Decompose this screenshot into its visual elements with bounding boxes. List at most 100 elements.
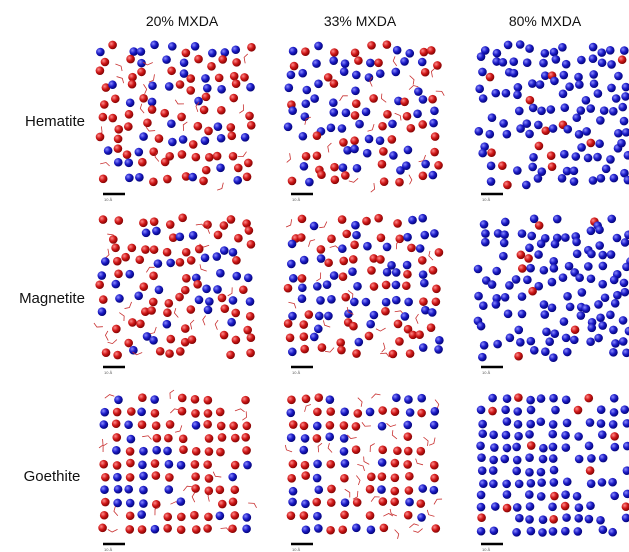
atom <box>287 259 296 269</box>
atom <box>549 393 558 403</box>
atom <box>220 304 230 313</box>
atom <box>428 170 438 180</box>
atom <box>499 119 508 128</box>
atom <box>433 61 442 70</box>
atom <box>390 458 400 468</box>
atom <box>387 261 396 270</box>
scale-label: 10 Å <box>104 197 113 202</box>
atom <box>177 393 187 403</box>
atom <box>113 350 122 360</box>
atom <box>601 164 611 174</box>
atom <box>620 168 629 178</box>
atom <box>378 497 388 506</box>
atom <box>474 126 484 136</box>
atom <box>329 56 338 65</box>
atom <box>204 486 214 496</box>
atom <box>314 324 323 334</box>
atom <box>364 331 374 341</box>
atom <box>177 512 186 522</box>
atom <box>563 124 573 134</box>
atom <box>546 151 556 160</box>
atom <box>129 47 139 56</box>
atom <box>539 443 548 453</box>
atom <box>403 460 412 469</box>
atom <box>231 79 241 89</box>
atom <box>434 161 443 170</box>
atom <box>558 42 567 52</box>
molecule <box>220 527 230 533</box>
atom <box>124 420 133 430</box>
atom <box>400 312 410 321</box>
atom <box>190 460 200 469</box>
atom <box>297 274 307 283</box>
atom <box>589 79 599 89</box>
atom <box>623 441 629 451</box>
atom <box>121 252 130 262</box>
atom <box>434 345 443 354</box>
atom <box>181 247 191 257</box>
atom <box>498 161 507 170</box>
atom <box>217 105 226 115</box>
atom <box>560 103 570 113</box>
atom <box>381 306 390 316</box>
atom <box>525 129 534 139</box>
atom <box>309 332 319 342</box>
atom <box>338 244 347 254</box>
molecule <box>227 287 233 297</box>
simulation-snapshot: 10 Å <box>473 214 629 375</box>
molecule <box>102 442 108 452</box>
atom <box>339 138 348 147</box>
molecule <box>394 112 402 121</box>
atom <box>513 166 522 175</box>
atom <box>377 159 387 169</box>
atom <box>595 225 604 235</box>
atom <box>175 232 185 242</box>
atom <box>326 525 335 535</box>
atom <box>515 40 525 49</box>
atom <box>362 148 372 158</box>
atom <box>534 221 544 230</box>
atom <box>340 459 350 468</box>
atom <box>341 171 350 180</box>
atom <box>160 108 170 118</box>
atom <box>217 499 227 509</box>
atom <box>476 502 486 512</box>
atom <box>288 497 297 507</box>
atom <box>478 148 488 158</box>
atom <box>488 466 498 475</box>
molecule <box>347 290 354 300</box>
atom <box>353 281 362 291</box>
atom <box>548 502 557 512</box>
atom <box>586 104 596 113</box>
scale-label: 10 Å <box>292 547 301 552</box>
atom <box>151 471 161 480</box>
atom <box>187 335 197 344</box>
molecule <box>93 322 103 328</box>
molecule <box>429 437 436 446</box>
molecule <box>288 301 297 309</box>
atom <box>214 73 224 83</box>
atom <box>165 349 174 358</box>
molecule <box>325 347 335 353</box>
atom <box>284 83 294 93</box>
atom <box>537 478 546 487</box>
atom <box>574 72 583 82</box>
atom <box>559 70 569 80</box>
atom <box>549 353 558 363</box>
atom <box>513 83 523 92</box>
atom <box>128 318 137 327</box>
atom <box>137 58 146 68</box>
row-label: Hematite <box>25 113 85 130</box>
atom <box>227 131 237 141</box>
atom <box>606 310 615 320</box>
atom <box>227 317 236 327</box>
atom <box>597 48 607 57</box>
molecule <box>409 75 415 85</box>
atom <box>403 145 413 155</box>
atom <box>561 233 570 242</box>
atom <box>587 323 597 333</box>
atom <box>163 512 173 522</box>
atom <box>523 275 532 285</box>
molecule <box>391 430 398 440</box>
